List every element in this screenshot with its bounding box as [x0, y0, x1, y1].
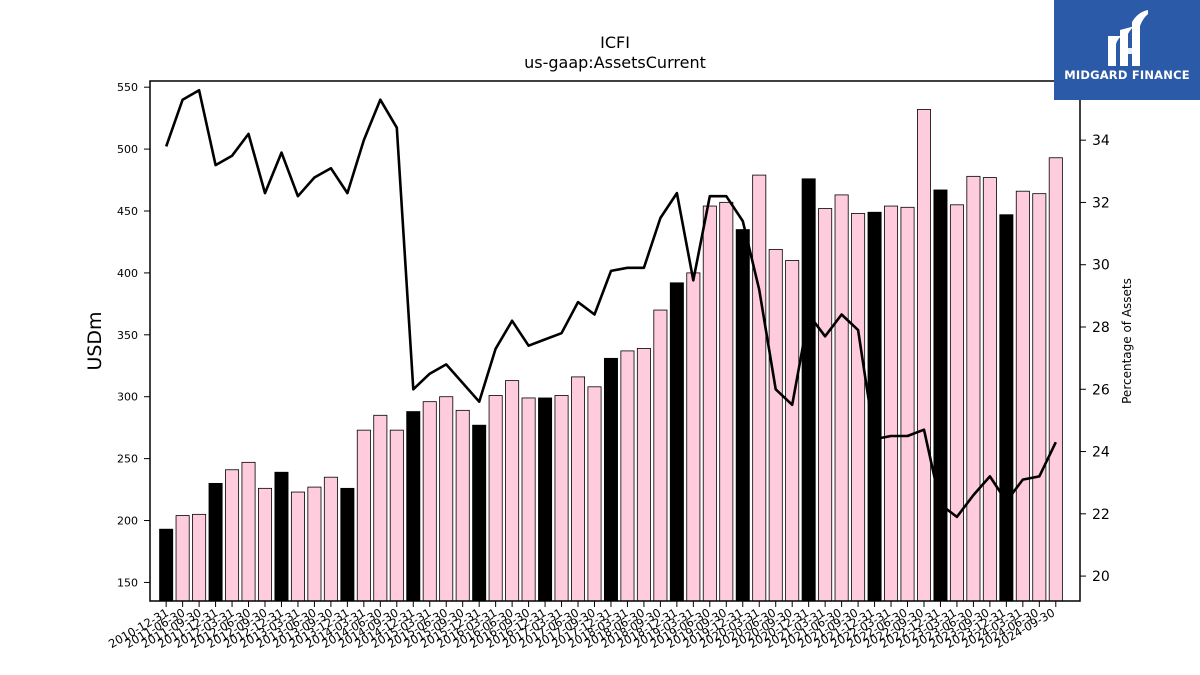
bar: [554, 395, 569, 602]
bar: [290, 491, 305, 602]
bar: [274, 471, 289, 602]
bar: [406, 411, 421, 602]
bar: [422, 401, 437, 602]
bar: [175, 515, 190, 602]
bar: [159, 528, 174, 602]
bar: [851, 213, 866, 602]
bar: [538, 397, 553, 602]
x-axis: 2010-12-312011-06-302011-09-302011-12-31…: [106, 601, 1057, 651]
bar: [521, 397, 536, 602]
bar: [966, 175, 981, 602]
bar: [1048, 157, 1063, 602]
bar: [785, 260, 800, 602]
bar: [472, 424, 487, 602]
bar: [686, 272, 701, 602]
y2-tick-label: 34: [1092, 133, 1110, 149]
y2-axis-label: Percentage of Assets: [1120, 278, 1134, 404]
y-tick-label: 450: [117, 205, 138, 218]
bar: [373, 414, 388, 602]
bar: [752, 174, 767, 602]
bar: [653, 309, 668, 602]
chart-title: ICFI: [600, 33, 630, 52]
logo-text: MIDGARD FINANCE: [1064, 68, 1190, 82]
bar: [834, 194, 849, 602]
bar: [735, 229, 750, 602]
bar: [949, 204, 964, 602]
y-tick-label: 500: [117, 143, 138, 156]
plot-frame: [149, 80, 1081, 602]
bar: [982, 177, 997, 602]
bar: [1032, 193, 1047, 602]
bar: [900, 206, 915, 602]
bar-series: [159, 109, 1063, 602]
y-tick-label: 200: [117, 515, 138, 528]
y2-tick-label: 22: [1092, 507, 1110, 523]
bar: [505, 380, 520, 602]
percentage-line-series: [164, 89, 1057, 519]
y2-tick-label: 20: [1092, 569, 1110, 585]
bar: [340, 487, 355, 602]
chart-subtitle: us-gaap:AssetsCurrent: [524, 53, 706, 72]
bar: [603, 357, 618, 602]
percentage-line: [164, 89, 1057, 519]
bar: [933, 189, 948, 602]
bar: [208, 482, 223, 602]
bar: [389, 429, 404, 602]
y2-tick-label: 30: [1092, 258, 1110, 274]
bar: [225, 469, 240, 602]
bar: [192, 513, 207, 602]
bar: [439, 396, 454, 602]
bar: [1015, 190, 1030, 602]
midgard-finance-logo: MIDGARD FINANCE: [1054, 0, 1200, 100]
y-tick-label: 300: [117, 391, 138, 404]
bar: [801, 178, 816, 602]
y2-tick-label: 32: [1092, 195, 1110, 211]
bar: [488, 395, 503, 602]
y-tick-label: 350: [117, 329, 138, 342]
y-tick-label: 400: [117, 267, 138, 280]
bar: [702, 205, 717, 602]
logo-mark-icon: [1108, 10, 1148, 66]
y2-tick-label: 26: [1092, 382, 1110, 398]
bar: [455, 409, 470, 602]
bar: [884, 205, 899, 602]
y-tick-label: 250: [117, 453, 138, 466]
bar: [587, 386, 602, 602]
bar: [636, 348, 651, 602]
bar: [241, 461, 256, 602]
bar: [356, 429, 371, 602]
bar: [571, 376, 586, 602]
y-axis-left: 150 200 250 300 350 400 450 500 550: [117, 81, 150, 589]
y-tick-label: 550: [117, 81, 138, 94]
bar: [620, 350, 635, 602]
y2-tick-label: 24: [1092, 445, 1110, 461]
bar: [669, 282, 684, 602]
bar: [258, 487, 272, 602]
y-tick-label: 150: [117, 576, 138, 589]
bar: [719, 201, 734, 602]
bar: [999, 214, 1014, 602]
y-axis-right: 20 22 24 26 28 30 32 34: [1080, 133, 1110, 585]
bar: [916, 109, 931, 602]
y2-tick-label: 28: [1092, 320, 1110, 336]
bar: [818, 208, 833, 602]
bar: [323, 476, 338, 602]
y-axis-label: USDm: [84, 311, 106, 370]
bar: [768, 248, 783, 602]
bar: [307, 486, 322, 602]
